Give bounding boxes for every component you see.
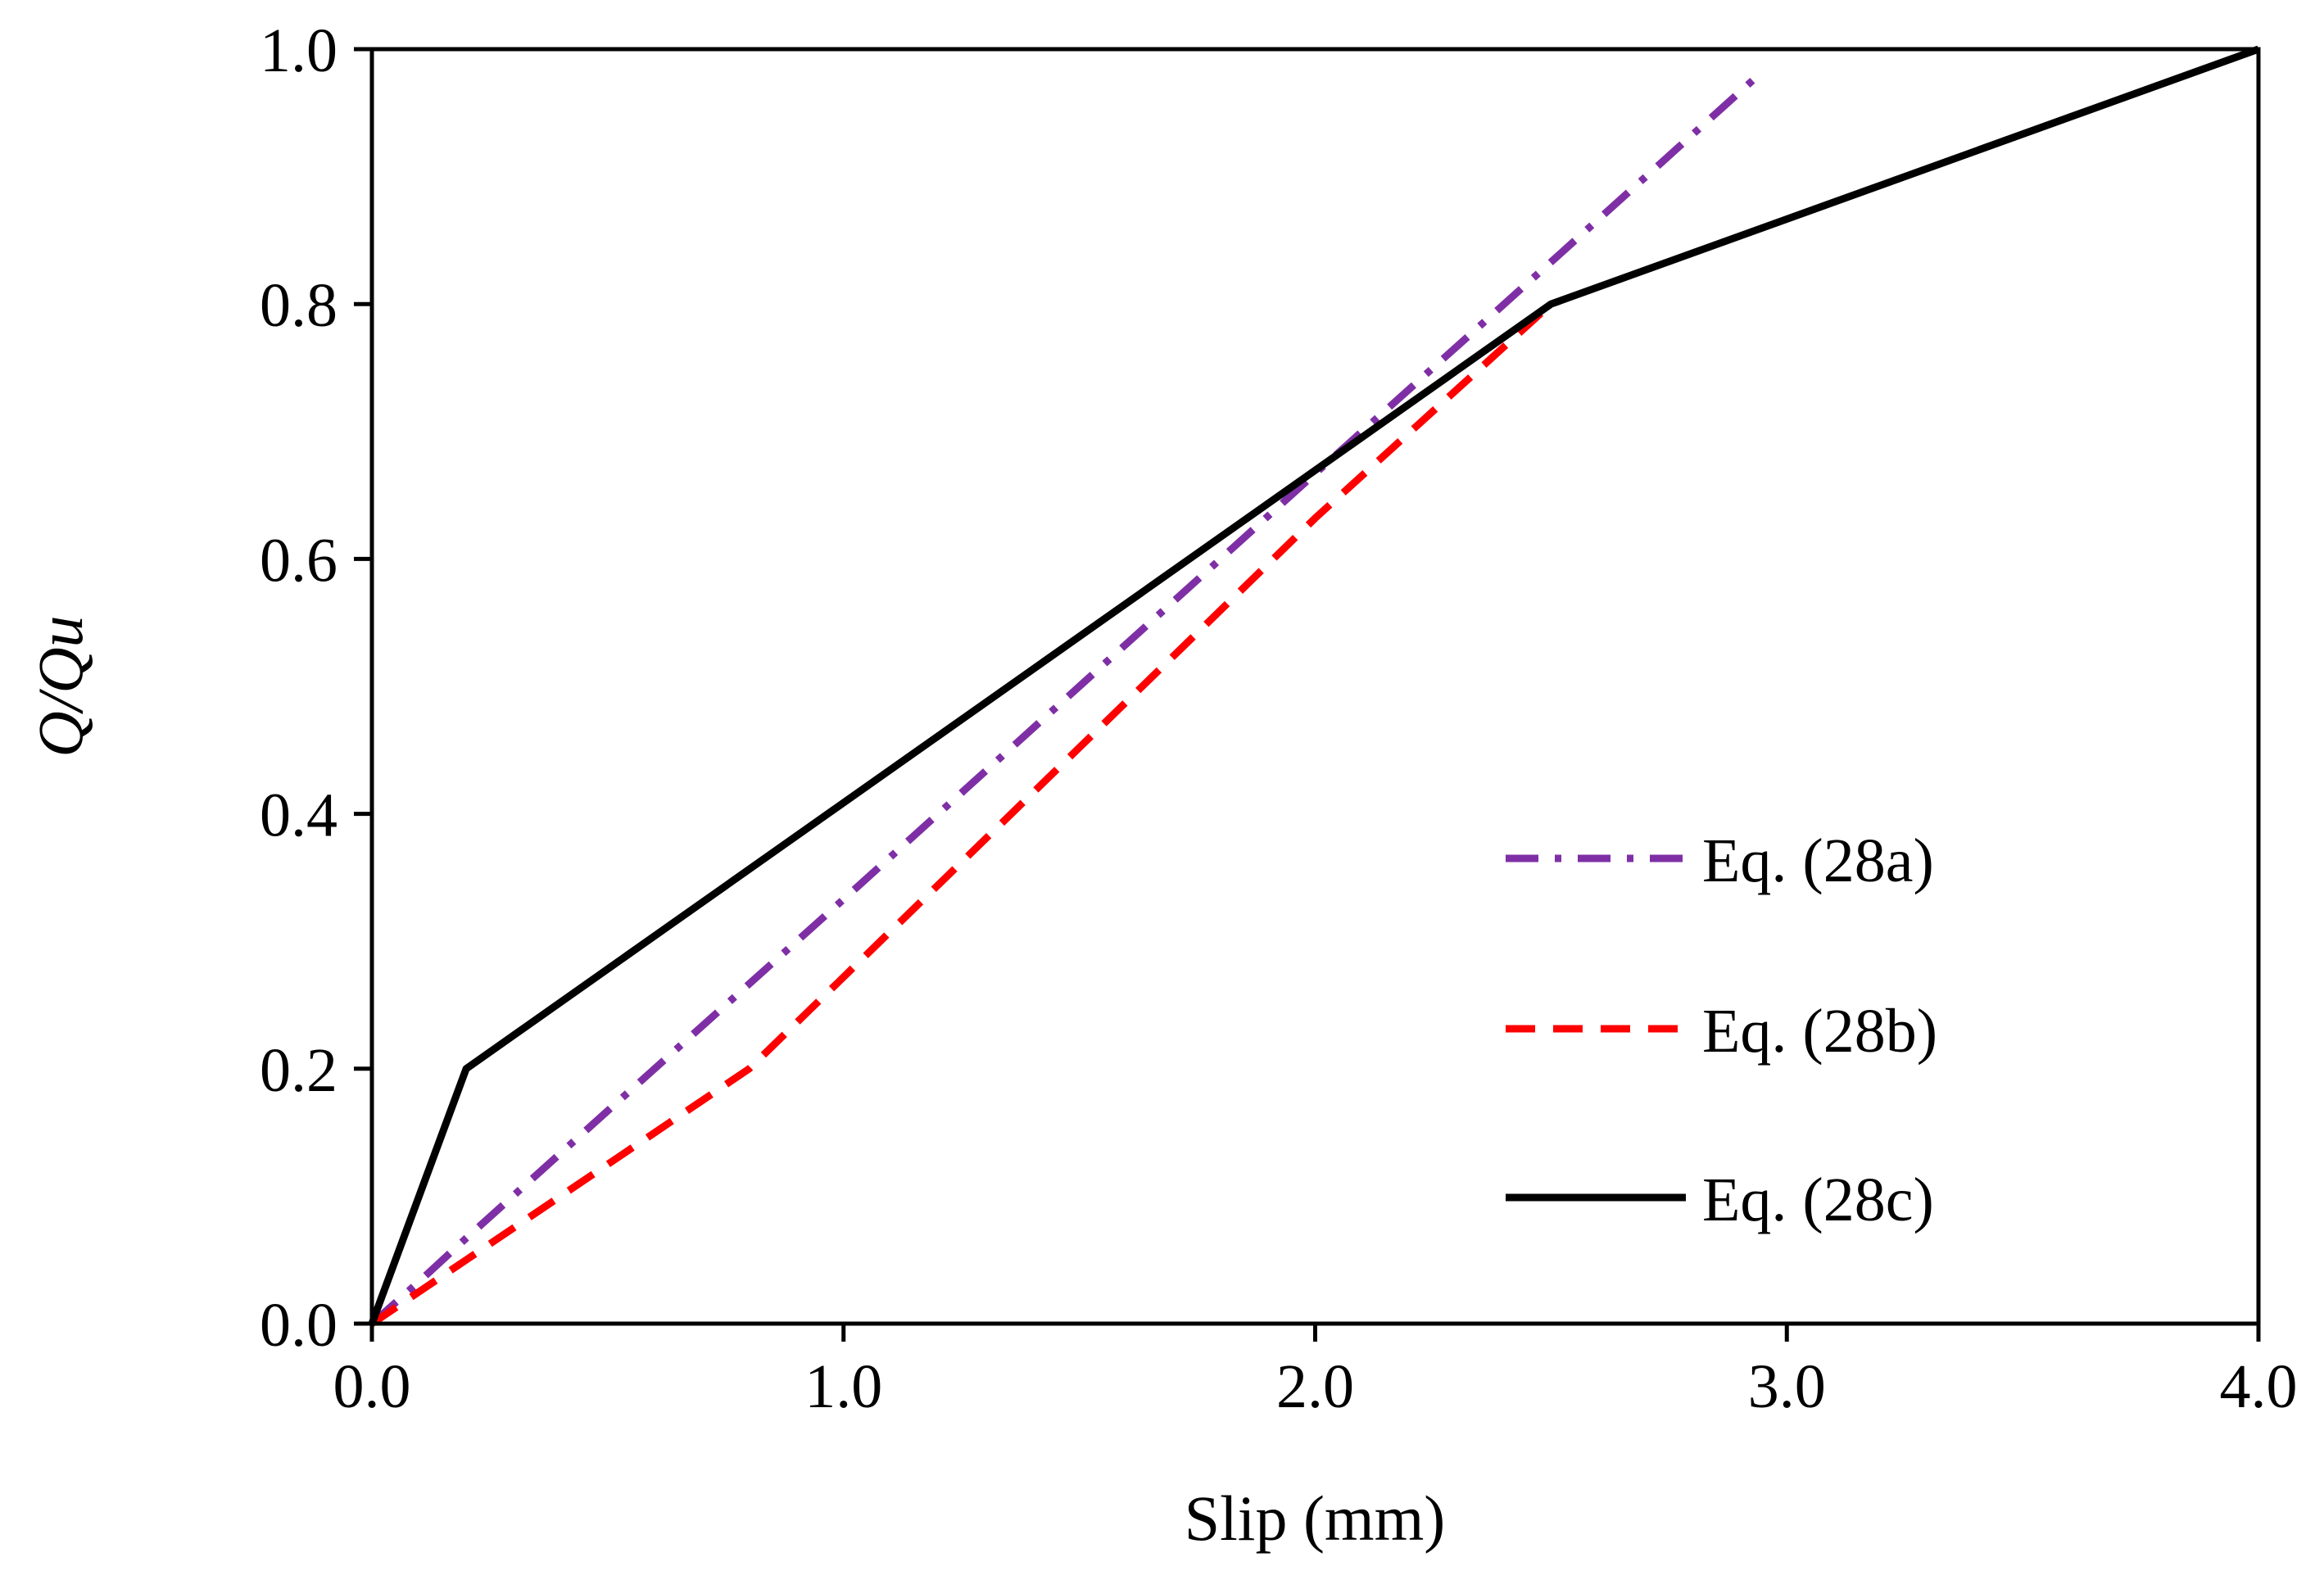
legend-label-2: Eq. (28b) [1702,997,1937,1066]
legend-label-1: Eq. (28a) [1702,826,1934,895]
series-line-1 [369,68,1766,1327]
series-line-3 [368,45,2260,1325]
x-tick-label: 4.0 [2220,1352,2298,1421]
y-tick-label: 0.4 [260,781,338,850]
y-tick-label: 1.0 [260,16,338,85]
legend-label-3: Eq. (28c) [1702,1166,1934,1234]
x-tick-label: 0.0 [333,1352,411,1421]
series-layer [368,45,2260,1327]
y-tick-label: 0.8 [260,271,338,340]
x-axis-label: Slip (mm) [1185,1483,1446,1554]
y-tick-label: 0.6 [260,526,338,595]
legend: Eq. (28a) Eq. (28b) Eq. (28c) [1506,826,1937,1234]
x-tick-label: 2.0 [1276,1352,1354,1421]
y-tick-label: 0.0 [260,1291,338,1360]
x-tick-label: 3.0 [1748,1352,1826,1421]
series-line-2 [369,301,1554,1327]
axis-ticks: 0.0 1.0 2.0 3.0 4.0 0.0 0.2 0.4 0.6 0.8 1.0 [260,16,2298,1421]
y-tick-label: 0.2 [260,1036,338,1105]
x-tick-label: 1.0 [804,1352,882,1421]
y-axis-label: Q/Qu [25,615,96,757]
